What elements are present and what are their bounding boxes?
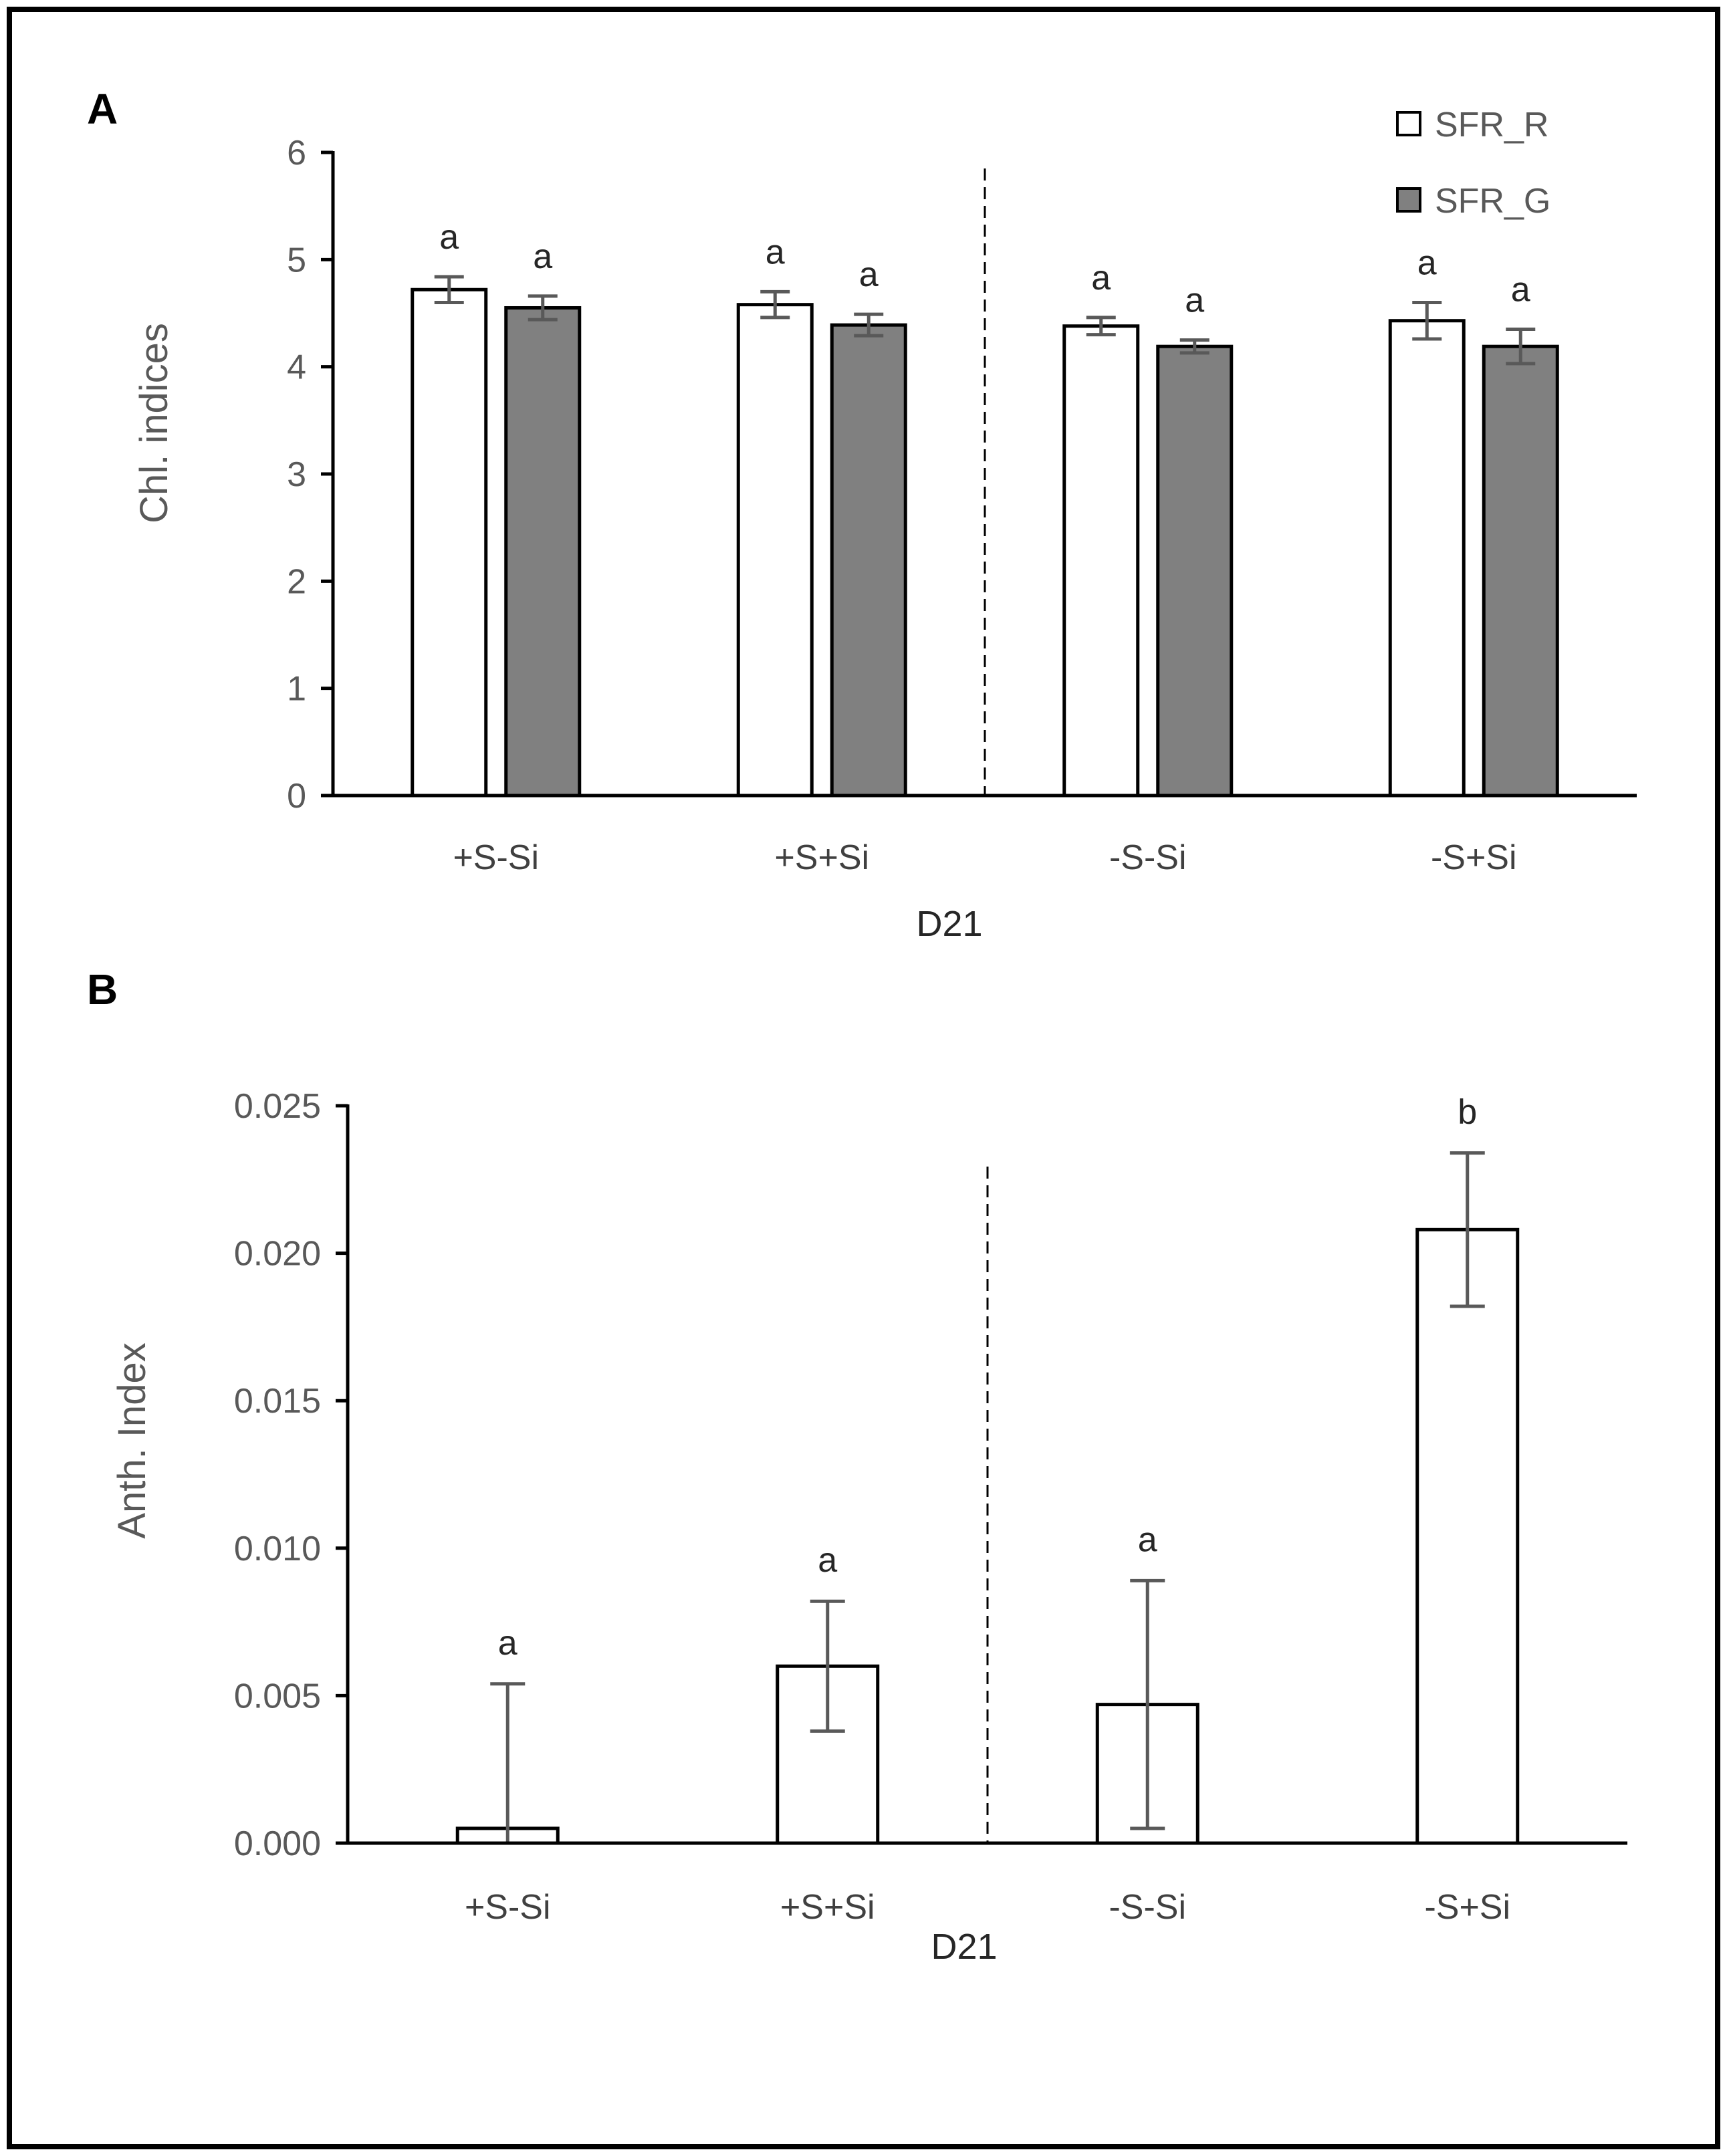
bar (1156, 344, 1234, 798)
y-tick-label: 0.000 (234, 1824, 321, 1863)
bar (1415, 1227, 1520, 1845)
y-tick-label: 0 (287, 777, 306, 816)
significance-letter: b (1458, 1093, 1477, 1132)
panel-b-chart: B Anth. Index D21 0.000 0.005 0.010 0.015 0.… (87, 965, 1627, 1967)
significance-letter: a (818, 1541, 837, 1580)
panel-a-legend: SFR_R SFR_G (1396, 106, 1550, 221)
significance-letter: a (439, 218, 459, 257)
panel-a-x-axis-label: D21 (916, 904, 982, 944)
y-tick-label: 0.015 (234, 1382, 321, 1421)
legend-swatch-sfr-r (1396, 111, 1421, 136)
panel-b-label: B (87, 965, 118, 1013)
bar (1062, 324, 1140, 798)
x-tick-label: +S+Si (774, 838, 869, 877)
y-tick-label: 5 (287, 241, 306, 279)
significance-letter: a (533, 237, 552, 276)
panel-b-y-axis-label: Anth. Index (110, 1342, 154, 1538)
bar (776, 1664, 880, 1845)
x-tick-label: +S+Si (780, 1888, 875, 1927)
panel-a-y-axis-label: Chl. indices (132, 323, 176, 523)
y-tick-label: 0.025 (234, 1087, 321, 1126)
panel-b-x-axis-label: D21 (931, 1927, 997, 1967)
significance-letter: a (1091, 259, 1111, 297)
y-tick-label: 0.005 (234, 1677, 321, 1715)
significance-letter: a (498, 1624, 517, 1663)
y-tick-label: 3 (287, 455, 306, 494)
bar (830, 323, 907, 798)
x-tick-label: -S+Si (1424, 1888, 1510, 1927)
significance-letter: a (859, 255, 879, 294)
bar (411, 287, 488, 798)
panel-a-chart: A Chl. indices D21 SFR_R SFR_G 0 1 2 3 4 5 6 a a… (87, 85, 1637, 944)
bar (1388, 319, 1466, 798)
x-tick-label: +S-Si (465, 1888, 551, 1927)
significance-letter: a (1417, 243, 1437, 282)
bar (1482, 344, 1559, 798)
bar (736, 303, 814, 798)
x-tick-label: -S-Si (1109, 838, 1187, 877)
legend-label-sfr-g: SFR_G (1435, 182, 1550, 221)
bar (504, 306, 582, 798)
y-tick-label: 4 (287, 348, 306, 387)
significance-letter: a (766, 233, 785, 271)
x-tick-label: -S+Si (1431, 838, 1517, 877)
y-tick-label: 0.020 (234, 1235, 321, 1274)
x-tick-label: +S-Si (453, 838, 539, 877)
legend-swatch-sfr-g (1396, 187, 1421, 213)
y-tick-label: 0.010 (234, 1530, 321, 1568)
y-tick-label: 1 (287, 670, 306, 709)
y-tick-label: 2 (287, 562, 306, 601)
significance-letter: a (1185, 281, 1204, 320)
legend-label-sfr-r: SFR_R (1435, 106, 1548, 144)
significance-letter: a (1511, 271, 1530, 310)
x-tick-label: -S-Si (1109, 1888, 1186, 1927)
y-tick-label: 6 (287, 134, 306, 172)
panel-a-label: A (87, 85, 118, 133)
significance-letter: a (1138, 1520, 1157, 1559)
